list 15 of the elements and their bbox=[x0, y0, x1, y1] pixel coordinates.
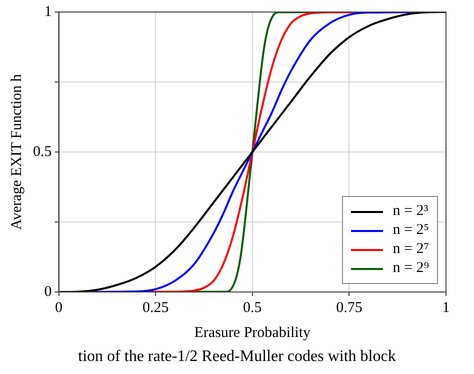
x-tick-label: 0.75 bbox=[336, 300, 362, 316]
y-tick-label: 0 bbox=[44, 284, 52, 300]
y-tick-label: 1 bbox=[44, 4, 52, 20]
y-axis-title: Average EXIT Function h bbox=[8, 74, 25, 230]
text: tion of the rate-1/2 Reed-Muller codes with block bbox=[77, 348, 397, 366]
x-tick-label: 0.25 bbox=[142, 300, 169, 316]
x-tick-label: 0 bbox=[55, 300, 62, 316]
legend-label: n = 2⁵ bbox=[392, 222, 429, 239]
x-tick-label: 1 bbox=[442, 300, 450, 316]
x-axis-title: Erasure Probability bbox=[194, 324, 311, 341]
legend-label: n = 2⁷ bbox=[392, 241, 429, 258]
y-tick-label: 0.5 bbox=[33, 144, 52, 160]
legend-label: n = 2⁹ bbox=[392, 260, 429, 277]
legend-label: n = 2³ bbox=[392, 203, 428, 220]
x-tick-label: 0.5 bbox=[243, 300, 262, 316]
